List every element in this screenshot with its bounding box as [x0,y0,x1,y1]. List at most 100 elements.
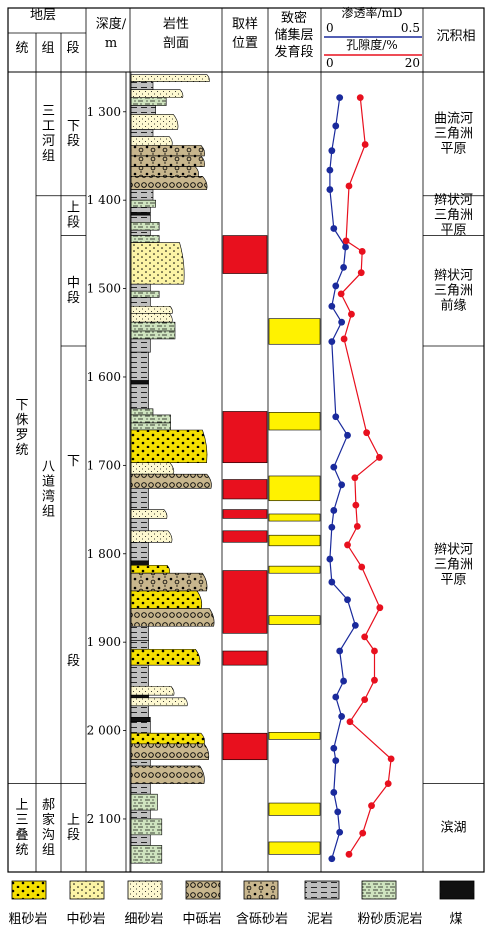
lithology-bed-mud [130,189,154,201]
porosity-curve [340,97,392,855]
depth-tick-label: 1 700 [87,458,121,472]
porosity-point [351,474,359,482]
lithology-bed-coarse [130,732,205,745]
facies-label: 滨湖 [440,819,466,835]
depth-tick-label: 1 900 [87,635,121,649]
permeability-point [328,147,336,155]
reservoir-interval [268,802,321,816]
lithology-bed-conglom [130,473,212,489]
system-label: 上三叠统 [15,798,28,858]
legend-swatch-mud [304,880,340,900]
porosity-point [358,563,366,571]
sampling-interval [222,235,268,274]
lithology-bed-conglom [130,743,210,761]
lithology-bed-coal [130,560,149,566]
permeability-point [344,596,351,604]
lithology-bed-coal [130,212,151,216]
lithology-bed-mud [130,206,151,213]
permeability-point [328,302,336,310]
lithology-bed-fine [130,686,175,696]
member-label: 中段 [67,276,80,306]
lithology-bed-pebbly [130,166,199,177]
lithology-bed-fine [130,305,173,314]
lithology-bed-mud [130,283,151,292]
reservoir-interval [268,732,321,740]
porosity-point [359,829,367,837]
header-member: 段 [66,41,79,56]
lithology-bed-fine [130,114,179,130]
lithology-bed-mud [130,541,149,562]
porosity-point [361,633,369,641]
lithology-bed-fine [130,136,173,146]
permeability-point [326,555,334,563]
permeability-point [338,713,346,720]
permeability-point [336,647,344,655]
reservoir-interval [268,412,321,431]
porosity-point [340,335,348,343]
permeability-point [326,186,334,193]
column-headers: 地层 统 组 段 深度/ m 岩性 剖面 取样 位置 致密 储集层 发育段 渗透… [15,5,475,70]
group-label: 三工河组 [42,104,55,164]
member-label: 上段 [67,813,80,843]
legend-label: 粗砂岩 [8,912,47,927]
sampling-interval [222,479,268,500]
legend-label: 中砾岩 [182,912,221,927]
sampling-interval [222,509,268,519]
lithology-bed-pebbly [130,145,205,157]
lithology-bed-mud [130,338,151,353]
legend-label: 细砂岩 [124,912,163,927]
porosity-point [363,429,371,437]
reservoir-interval [268,841,321,855]
depth-tick-label: 2 100 [87,812,121,826]
lithology-bed-mud [130,81,154,90]
lithology-bed-fine [130,313,173,323]
porosity-point [371,647,378,655]
header-lithology-line2: 剖面 [163,36,189,51]
porosity-point [346,718,354,726]
lithology-bed-fine [130,89,184,98]
sampling-interval [222,570,268,634]
permeability-point [330,507,338,514]
permeability-curve [329,97,357,859]
depth-tick-label: 1 300 [87,105,121,119]
porosity-point [361,141,369,148]
header-reservoir-line1: 致密 [281,10,307,26]
permeability-point [351,621,359,629]
lithology-bed-mud [130,383,149,410]
porosity-point [387,755,395,763]
porosity-point [345,850,353,858]
permeability-point [336,94,344,102]
porosity-point [357,269,365,277]
lithology-bed-mud [130,721,151,734]
porosity-point [375,454,383,461]
reservoir-interval [268,318,321,345]
lithology-bed-conglom [130,765,205,784]
porosity-point [353,522,361,530]
permeability-point [332,693,340,701]
lithology-bed-mud [130,783,151,795]
log-curves [326,94,395,863]
header-stratum: 地层 [30,8,56,23]
lithology-bed-coal [130,694,149,699]
porosity-point [342,237,350,245]
legend-swatch-silt [361,880,397,900]
porosity-point [361,696,369,704]
facies-label: 曲流河三角洲平原 [434,111,473,156]
depth-axis: 1 300 1 400 1 500 1 600 1 700 1 800 1 900 2 000… [87,72,127,872]
lithology-bed-silt [130,235,160,243]
permeability-point [328,578,336,586]
header-sampling-line2: 位置 [232,36,258,51]
table-border [7,7,485,873]
lithology-bed-coarse [130,590,203,609]
sampling-interval-track [222,235,268,761]
facies-label: 辫状河三角洲前缘 [434,268,473,313]
lithology-bed-coarse [130,648,201,666]
lithology-bed-silt [130,845,163,864]
permeability-point [332,757,340,765]
lithology-bed-silt [130,199,156,208]
porosity-point [344,541,351,549]
header-permeability-min: 0 [326,21,334,35]
porosity-point [337,290,345,298]
facies-label: 辫状河三角洲平原 [434,542,473,587]
